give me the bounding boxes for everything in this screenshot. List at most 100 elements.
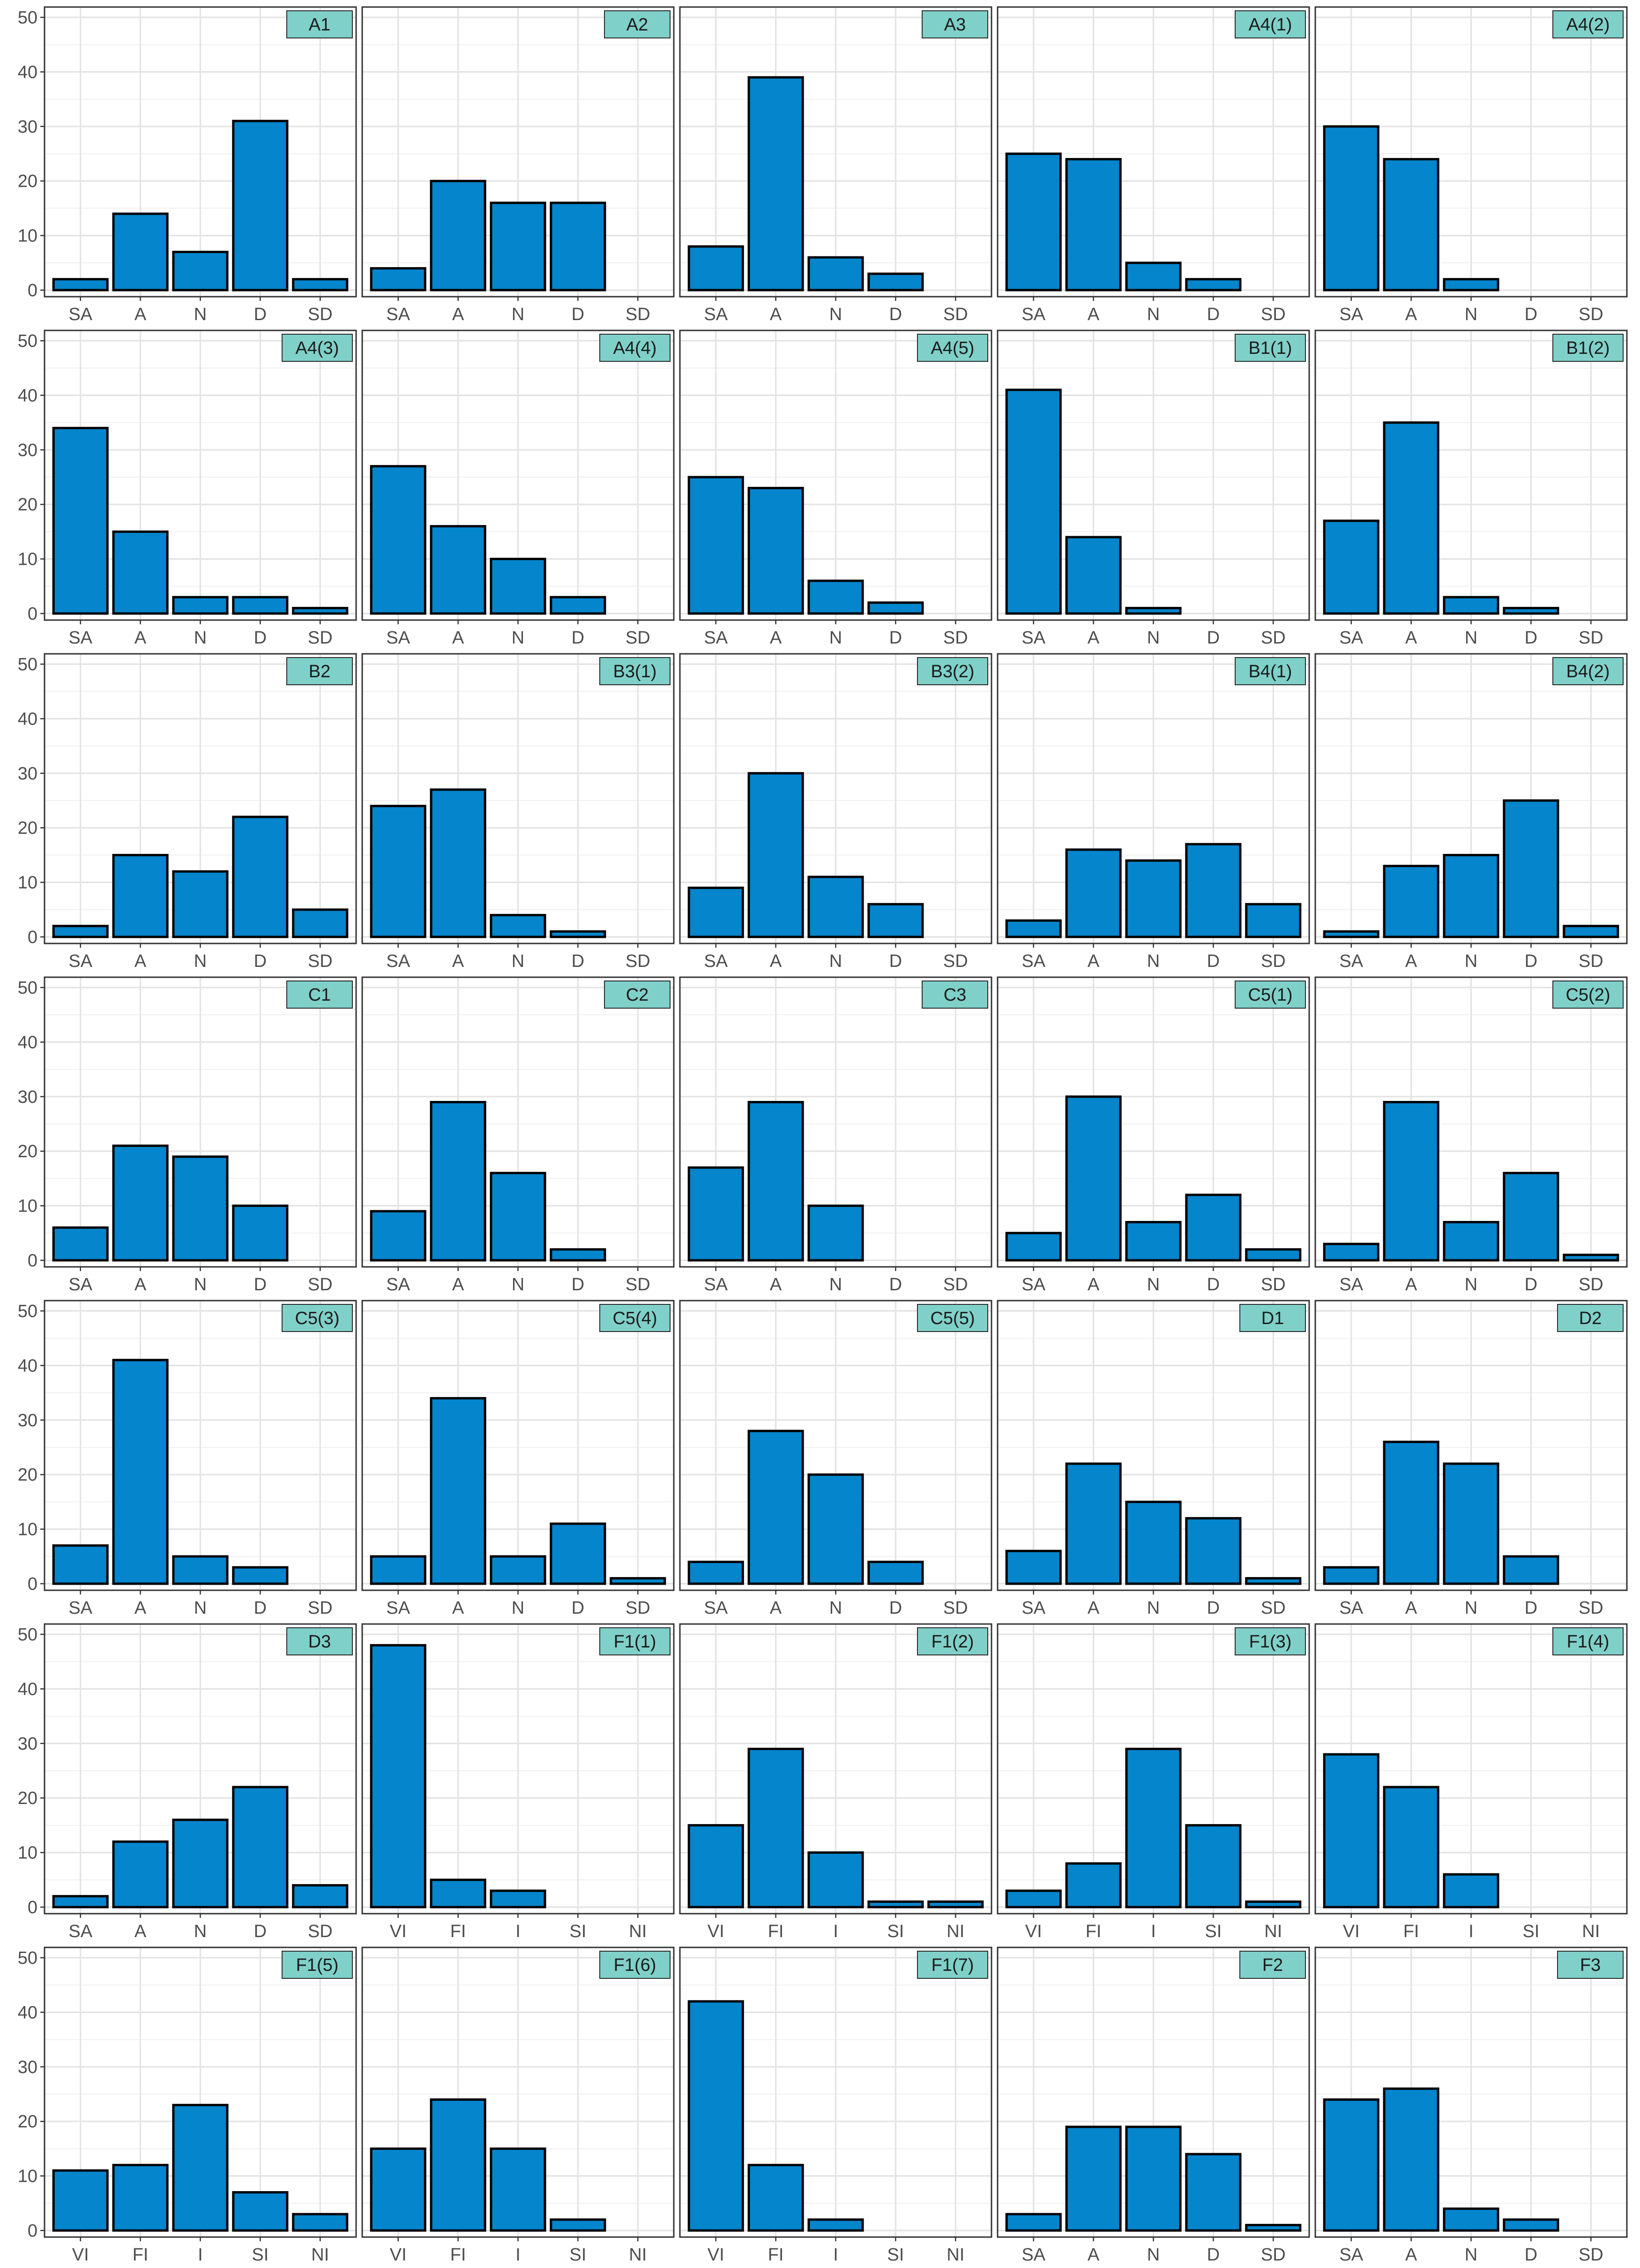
y-tick-label: 20 [18, 172, 37, 191]
facet-strip [1235, 334, 1306, 362]
bar [1383, 865, 1439, 938]
facet-strip [599, 1304, 671, 1332]
x-tick-label: SA [386, 628, 410, 648]
x-tick-label: D [1207, 1598, 1220, 1618]
facet-strip [599, 334, 671, 362]
x-tick-label: NI [947, 2245, 964, 2265]
bar [52, 925, 109, 938]
bar [1245, 1248, 1302, 1262]
bar [370, 1210, 426, 1262]
facet-strip [1235, 10, 1306, 38]
x-tick-label: N [829, 1598, 842, 1618]
facet-strip [1235, 657, 1306, 685]
facet-strip [922, 10, 988, 38]
x-tick-label: FI [1086, 1922, 1102, 1941]
bar [172, 870, 229, 938]
bar [232, 2191, 289, 2232]
x-tick-label: A [770, 1598, 782, 1618]
x-tick-label: SD [1261, 628, 1286, 648]
x-tick-label: D [1207, 951, 1220, 971]
bar [370, 267, 426, 292]
x-tick-label: N [512, 1598, 524, 1618]
x-tick-label: A [1088, 1598, 1100, 1618]
bar [550, 202, 606, 292]
bar [1503, 1172, 1559, 1262]
facet-title: B4(1) [1249, 662, 1292, 681]
x-tick-label: SA [386, 951, 410, 971]
x-tick-label: N [1147, 951, 1160, 971]
x-tick-label: I [515, 2245, 521, 2265]
bar [370, 805, 426, 938]
y-tick-label: 50 [18, 1948, 37, 1968]
x-tick-label: SD [626, 628, 650, 648]
bar [1005, 152, 1062, 292]
bar [1443, 1873, 1499, 1909]
x-tick-label: SA [1021, 951, 1045, 971]
facet-strip [1239, 1304, 1306, 1332]
facet-title: C3 [944, 985, 967, 1005]
bar [1065, 1095, 1122, 1262]
facet-strip [604, 981, 671, 1009]
bar [112, 1359, 169, 1585]
bar [747, 1747, 804, 1909]
facet-title: C1 [308, 985, 331, 1005]
bar [1005, 389, 1062, 615]
x-tick-label: D [572, 305, 584, 324]
y-tick-label: 30 [18, 764, 37, 784]
bar [490, 558, 546, 615]
x-tick-label: SI [569, 2245, 586, 2265]
y-tick-label: 40 [18, 1356, 37, 1376]
bar [550, 1248, 606, 1262]
bar [1245, 903, 1302, 938]
bar [807, 256, 864, 292]
bar [232, 816, 289, 938]
x-tick-label: SA [704, 1598, 728, 1618]
x-tick-label: SI [569, 1922, 586, 1941]
x-tick-label: FI [768, 2245, 784, 2265]
bar [1323, 1566, 1379, 1585]
facet-panel: C2 SA A N D SD [361, 976, 675, 1295]
x-tick-label: NI [947, 1922, 964, 1941]
x-tick-label: N [194, 628, 207, 648]
bar [1065, 848, 1122, 938]
x-tick-label: N [1147, 2245, 1160, 2265]
x-tick-label: A [770, 628, 782, 648]
y-tick-label: 40 [18, 386, 37, 405]
bar [292, 908, 349, 938]
bar [52, 427, 109, 615]
bar [1125, 262, 1182, 292]
facet-panel: F3 SA A N D SD [1314, 1946, 1628, 2265]
bar [112, 530, 169, 615]
bar [610, 1577, 666, 1585]
facet-title: A4(1) [1249, 15, 1292, 35]
x-tick-label: N [512, 305, 524, 324]
bar [747, 1100, 804, 1262]
bar [490, 1555, 546, 1585]
bar [1383, 158, 1439, 292]
bar [1563, 925, 1619, 938]
bar [172, 1155, 229, 1262]
x-tick-label: SA [704, 951, 728, 971]
x-tick-label: SD [308, 1598, 333, 1618]
bar [112, 212, 169, 292]
bar [927, 1900, 984, 1909]
bar [490, 1889, 546, 1909]
x-tick-label: SA [68, 305, 92, 324]
facet-strip [286, 1627, 353, 1655]
facet-strip [1552, 10, 1624, 38]
y-tick-label: 30 [18, 1087, 37, 1107]
bar [1503, 2218, 1559, 2232]
bar [172, 251, 229, 292]
facet-strip [917, 334, 988, 362]
facet-panel: D3 SA A N D SD 0 10 20 30 40 50 [18, 1623, 357, 1941]
bar [1323, 930, 1379, 938]
facet-title: F1(7) [932, 1955, 974, 1975]
x-tick-label: SI [252, 2245, 268, 2265]
y-tick-label: 40 [18, 1033, 37, 1052]
facet-title: A2 [626, 15, 648, 35]
bar [112, 1840, 169, 1909]
x-tick-label: A [1088, 2245, 1100, 2265]
facet-strip [1552, 981, 1624, 1009]
x-tick-label: SD [1261, 1275, 1286, 1295]
facet-strip [1235, 981, 1306, 1009]
